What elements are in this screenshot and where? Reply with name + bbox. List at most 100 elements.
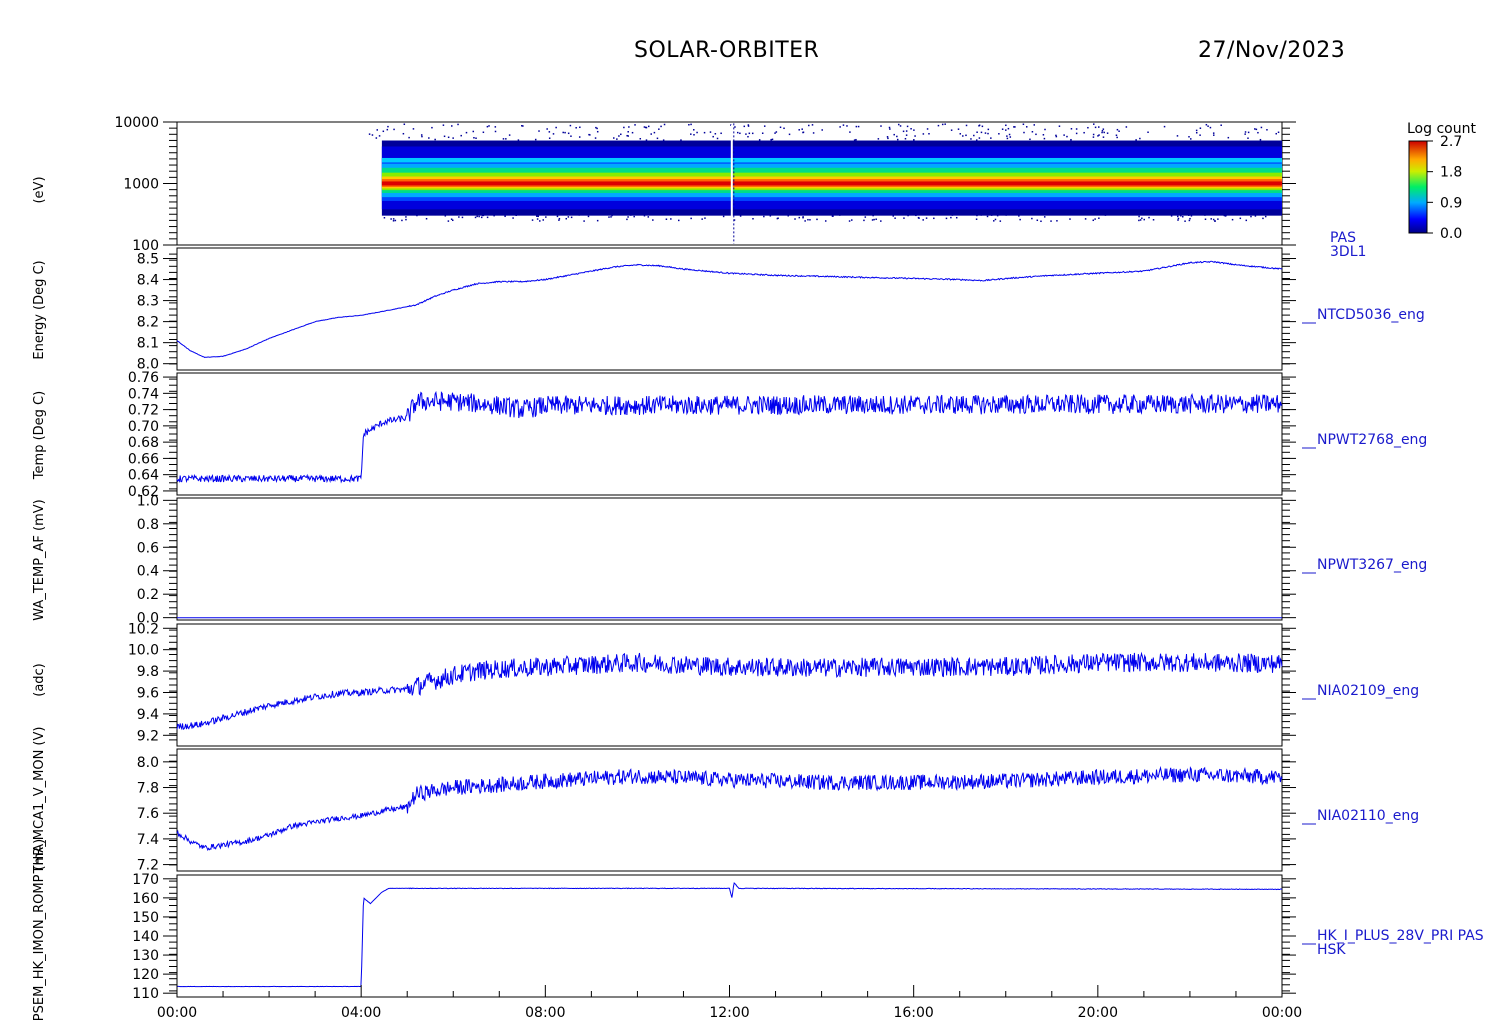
series-line <box>176 881 1283 988</box>
y-axis-label: (adc) <box>32 663 47 697</box>
y-tick-label: 10000 <box>114 115 159 131</box>
minor-ticks <box>169 629 1290 741</box>
minor-ticks <box>169 754 1290 866</box>
panel-label: HSK <box>1317 942 1346 958</box>
x-tick-label: 12:00 <box>709 1005 749 1020</box>
y-tick-label: 7.2 <box>137 858 159 874</box>
x-axis: 00:00 04:00 08:00 12:00 16:00 20:00 00:00 <box>157 985 1302 1020</box>
y-tick-label: 8.0 <box>137 755 159 771</box>
panel-label: PAS <box>1330 230 1356 246</box>
chart-title: SOLAR-ORBITER <box>634 38 820 63</box>
y-tick-label: 8.5 <box>137 252 159 268</box>
y-axis-label: Temp (Deg C) <box>32 391 47 480</box>
y-tick-label: 0.70 <box>128 419 159 435</box>
x-tick-label: 16:00 <box>893 1005 933 1020</box>
minor-ticks <box>169 253 1290 365</box>
y-tick-label: 0.6 <box>137 540 159 556</box>
colorbar-tick-label: 2.7 <box>1440 134 1462 150</box>
panel-5: 9.2 9.4 9.6 9.8 10.0 10.2 NIA02109_eng <box>128 621 1419 747</box>
panel-label: NIA02109_eng <box>1317 683 1419 699</box>
y-axis-label: PSEM_HK_IMON_ROMP (mA) <box>32 839 47 1020</box>
panel-label: NPWT2768_eng <box>1317 432 1427 448</box>
y-tick-label: 9.8 <box>137 664 159 680</box>
spectrogram-band <box>381 181 1283 186</box>
panel-label: NPWT3267_eng <box>1317 557 1427 573</box>
y-tick-label: 0.0 <box>137 611 159 627</box>
y-tick-label: 8.3 <box>137 294 159 310</box>
panel-frame <box>176 372 1283 496</box>
y-axis-label: (eV) <box>32 176 47 203</box>
y-tick-label: 130 <box>132 948 159 964</box>
panel-frame <box>176 874 1283 998</box>
y-tick-label: 8.1 <box>137 336 159 352</box>
minor-ticks <box>169 378 1290 490</box>
minor-ticks <box>169 127 1290 240</box>
y-tick-label: 0.66 <box>128 451 159 467</box>
colorbar-tick-label: 1.8 <box>1440 165 1462 181</box>
x-tick-label: 20:00 <box>1078 1005 1118 1020</box>
y-tick-label: 9.4 <box>137 707 159 723</box>
panel-2: 8.0 8.1 8.2 8.3 8.4 8.5 NTCD5036_eng <box>137 247 1425 373</box>
y-tick-label: 160 <box>132 891 159 907</box>
y-tick-label: 1.0 <box>137 493 159 509</box>
colorbar-tick-label: 0.0 <box>1440 226 1462 242</box>
y-tick-label: 170 <box>132 872 159 888</box>
minor-ticks <box>169 880 1290 992</box>
y-tick-label: 0.72 <box>128 403 159 419</box>
minor-ticks <box>169 503 1290 615</box>
panel-label: NTCD5036_eng <box>1317 307 1425 323</box>
panel-frame <box>176 497 1283 621</box>
series-line <box>176 765 1283 852</box>
y-tick-label: 0.8 <box>137 517 159 533</box>
y-tick-label: 0.68 <box>128 435 159 451</box>
y-axis-label: Energy (Deg C) <box>32 260 47 359</box>
y-tick-label: 9.2 <box>137 728 159 744</box>
colorbar-title: Log count <box>1407 121 1476 137</box>
panel-label: 3DL1 <box>1330 244 1366 260</box>
y-tick-label: 7.6 <box>137 806 159 822</box>
panel-7: 110 120 130 140 150 160 170 HK_I_PLUS_28V_PRI P… <box>132 872 1484 1002</box>
y-tick-label: 100 <box>132 238 159 254</box>
y-axis-label: THR_MCA1_V_MON (V) <box>32 727 47 875</box>
spectrogram-band-upper <box>381 157 1283 163</box>
y-tick-label: 10.0 <box>128 643 159 659</box>
x-tick-label: 00:00 <box>1262 1005 1302 1020</box>
y-axis-labels: (eV) Energy (Deg C) Temp (Deg C) WA_TEMP_AF… <box>32 176 47 1020</box>
chart-date: 27/Nov/2023 <box>1198 38 1346 63</box>
y-tick-label: 110 <box>132 986 159 1002</box>
y-axis-label: WA_TEMP_AF (mV) <box>32 499 47 620</box>
panel-6: 7.2 7.4 7.6 7.8 8.0 NIA02110_eng <box>137 748 1419 874</box>
y-tick-label: 120 <box>132 967 159 983</box>
colorbar-tick-label: 0.9 <box>1440 195 1462 211</box>
x-tick-label: 00:00 <box>157 1005 197 1020</box>
y-tick-label: 7.4 <box>137 832 159 848</box>
panel-3: 0.620.640.660.680.700.720.740.76 NPWT2768… <box>128 370 1427 500</box>
y-tick-label: 0.62 <box>128 484 159 500</box>
panel-label: HK_I_PLUS_28V_PRI PAS <box>1317 928 1484 944</box>
panel-frame <box>176 623 1283 747</box>
y-tick-label: 1000 <box>123 177 159 193</box>
y-tick-label: 7.8 <box>137 781 159 797</box>
y-tick-label: 0.76 <box>128 370 159 386</box>
panel-4: 0.0 0.2 0.4 0.6 0.8 1.0 NPWT3267_eng <box>137 493 1428 626</box>
panel-frame <box>176 247 1283 371</box>
series-line <box>176 651 1283 731</box>
y-tick-label: 8.4 <box>137 273 159 289</box>
y-tick-label: 0.2 <box>137 587 159 603</box>
series-line <box>176 260 1283 359</box>
y-tick-label: 0.64 <box>128 468 159 484</box>
x-tick-label: 08:00 <box>525 1005 565 1020</box>
spectrogram-scatter <box>368 123 1280 223</box>
y-tick-label: 0.74 <box>128 386 159 402</box>
y-tick-label: 0.4 <box>137 564 159 580</box>
panel-label: NIA02110_eng <box>1317 808 1419 824</box>
y-tick-label: 140 <box>132 929 159 945</box>
y-tick-label: 8.0 <box>137 357 159 373</box>
x-tick-label: 04:00 <box>341 1005 381 1020</box>
y-tick-label: 8.2 <box>137 315 159 331</box>
series-line <box>176 390 1283 484</box>
panel-frame <box>176 748 1283 872</box>
